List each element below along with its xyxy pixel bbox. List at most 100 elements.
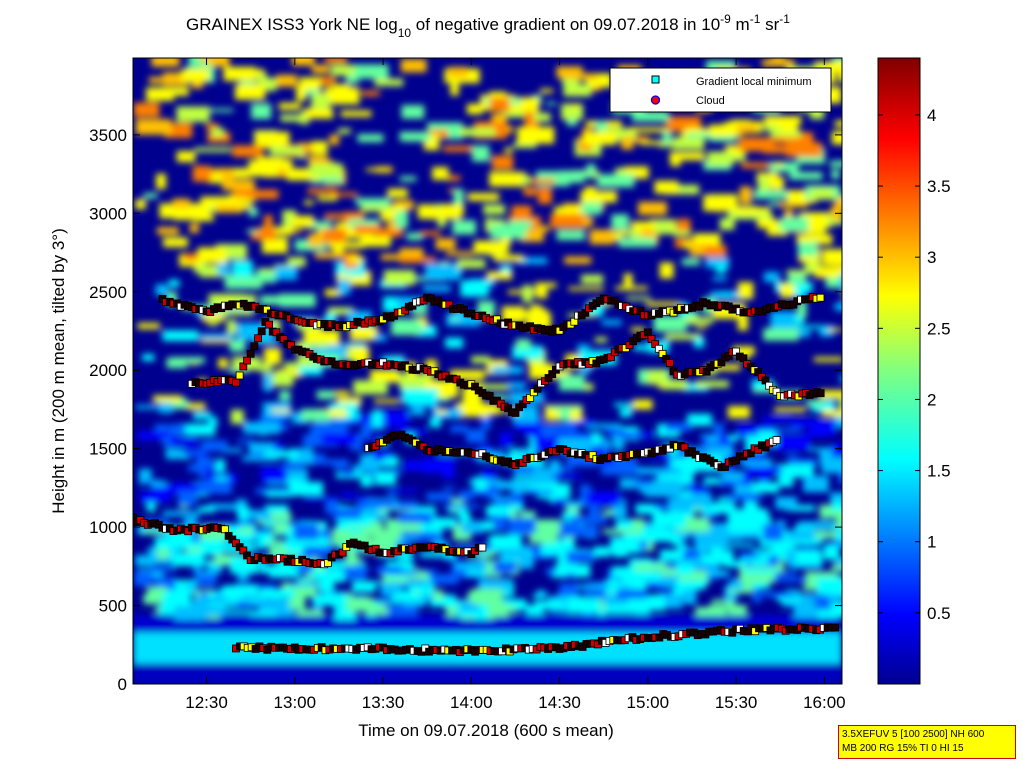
- field-patch: [401, 388, 439, 404]
- field-patch: [334, 414, 356, 426]
- field-patch: [172, 556, 184, 561]
- field-patch: [776, 464, 814, 478]
- field-patch: [378, 509, 389, 514]
- field-patch: [513, 465, 541, 476]
- field-patch: [360, 235, 391, 247]
- x-tick-label: 12:30: [185, 693, 228, 712]
- field-patch: [719, 291, 733, 295]
- gradient-minimum-marker: [831, 623, 840, 632]
- field-patch: [423, 569, 437, 573]
- field-patch: [653, 315, 687, 332]
- field-patch: [304, 497, 339, 501]
- field-patch: [492, 496, 512, 500]
- field-patch: [174, 604, 206, 621]
- field-patch: [619, 478, 641, 489]
- field-patch: [712, 276, 727, 281]
- field-patch: [357, 499, 395, 507]
- field-patch: [284, 362, 320, 370]
- field-patch: [572, 515, 607, 524]
- field-patch: [582, 128, 592, 133]
- field-patch: [756, 172, 779, 182]
- field-patch: [821, 409, 842, 417]
- field-patch: [511, 491, 524, 504]
- field-patch: [467, 192, 500, 201]
- field-patch: [320, 591, 347, 595]
- field-patch: [228, 194, 255, 203]
- field-patch: [564, 501, 589, 507]
- field-patch: [480, 548, 493, 556]
- field-patch: [162, 510, 201, 517]
- field-patch: [830, 492, 842, 501]
- gradient-minimum-marker: [257, 327, 266, 336]
- field-patch: [840, 374, 842, 383]
- field-patch: [277, 541, 290, 550]
- field-patch: [390, 541, 401, 550]
- field-patch: [280, 114, 307, 122]
- field-patch: [762, 59, 795, 67]
- field-patch: [693, 233, 721, 245]
- field-patch: [644, 480, 683, 497]
- field-patch: [391, 590, 430, 601]
- field-patch: [487, 403, 500, 415]
- field-patch: [780, 282, 795, 298]
- field-patch: [279, 293, 316, 308]
- field-patch: [783, 540, 822, 546]
- field-patch: [614, 402, 647, 407]
- field-patch: [706, 574, 732, 578]
- field-patch: [710, 546, 722, 559]
- field-patch: [622, 533, 660, 539]
- field-patch: [736, 207, 771, 215]
- gradient-minimum-marker: [243, 356, 251, 365]
- field-patch: [708, 124, 743, 137]
- field-patch: [562, 511, 577, 520]
- field-patch: [467, 552, 496, 557]
- field-patch: [639, 140, 669, 146]
- field-patch: [433, 590, 444, 601]
- field-patch: [734, 484, 756, 494]
- field-patch: [325, 497, 338, 514]
- gradient-minimum-marker: [478, 543, 487, 552]
- x-axis: 12:30 13:00 13:30 14:00 14:30 15:00 15:30 16:00: [185, 58, 846, 712]
- field-patch: [538, 187, 552, 204]
- field-patch: [425, 263, 460, 281]
- field-patch: [273, 519, 289, 536]
- field-patch: [670, 156, 681, 167]
- field-patch: [609, 582, 632, 589]
- field-patch: [348, 219, 379, 228]
- heatmap-plot: [133, 58, 842, 684]
- field-patch: [833, 524, 842, 538]
- field-patch: [311, 570, 344, 580]
- field-patch: [384, 457, 393, 468]
- field-patch: [769, 202, 779, 206]
- field-patch: [746, 564, 767, 568]
- field-patch: [670, 458, 684, 469]
- field-patch: [703, 477, 720, 485]
- field-patch: [743, 569, 776, 574]
- field-patch: [664, 184, 700, 195]
- field-patch: [663, 468, 691, 475]
- field-patch: [681, 258, 700, 266]
- field-patch: [522, 175, 531, 184]
- field-patch: [652, 511, 686, 528]
- gradient-minimum-marker: [254, 334, 262, 343]
- field-patch: [189, 223, 200, 233]
- field-patch: [570, 525, 598, 537]
- field-patch: [703, 194, 738, 212]
- field-patch: [605, 579, 620, 593]
- field-patch: [259, 414, 286, 424]
- field-patch: [634, 563, 667, 572]
- field-patch: [682, 590, 697, 605]
- field-patch: [330, 64, 359, 76]
- field-patch: [762, 591, 797, 598]
- field-patch: [504, 147, 513, 153]
- field-patch: [293, 228, 303, 233]
- field-patch: [823, 544, 840, 560]
- field-patch: [336, 507, 362, 520]
- field-patch: [181, 69, 210, 82]
- field-patch: [224, 274, 263, 289]
- field-patch: [556, 66, 583, 79]
- field-patch: [612, 550, 628, 558]
- field-patch: [176, 106, 210, 123]
- field-patch: [610, 538, 625, 549]
- field-patch: [787, 272, 807, 285]
